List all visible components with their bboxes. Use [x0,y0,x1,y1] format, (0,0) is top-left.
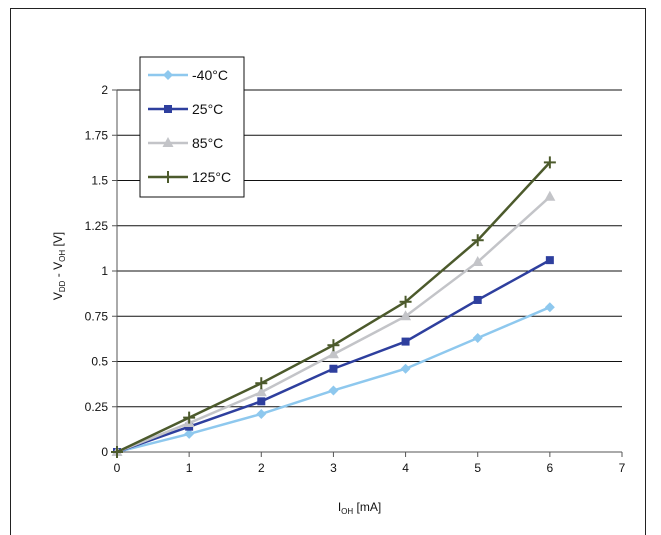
y-tick-label: 0 [101,445,108,459]
data-point [329,364,338,373]
x-tick-label: 3 [330,461,337,475]
y-tick-label: 1.75 [85,128,109,142]
series-line-2 [116,195,551,454]
x-tick-label: 6 [547,461,554,475]
legend-label: -40°C [192,67,228,83]
x-tick-label: 0 [114,461,121,475]
legend-marker [162,137,174,147]
data-point [184,428,195,439]
x-tick-label: 2 [258,461,265,475]
y-tick-label: 1 [101,264,108,278]
legend-label: 85°C [192,135,223,151]
legend-label: 125°C [192,169,231,185]
y-tick-label: 0.75 [85,309,109,323]
data-point [472,255,484,266]
data-point [544,190,556,201]
data-point [257,397,266,406]
y-tick-label: 1.5 [91,174,108,188]
data-point [111,446,123,458]
data-point [255,377,268,390]
x-tick-label: 5 [474,461,481,475]
data-point [400,363,411,374]
y-tick-label: 0.5 [91,355,108,369]
data-point [400,310,412,321]
legend-label: 25°C [192,101,223,117]
data-point [327,348,339,359]
series-line-3 [116,161,551,454]
data-point [256,408,267,419]
x-axis-label: IOH [mA] [338,500,381,516]
legend-box [139,56,245,198]
data-point [255,386,267,397]
x-tick-label: 1 [186,461,193,475]
data-point [471,234,484,247]
data-point [473,295,482,304]
data-point [545,256,554,265]
y-tick-label: 1.25 [85,219,109,233]
x-tick-label: 4 [402,461,409,475]
data-point [401,337,410,346]
y-axis-label: VDD - VOH [V] [51,232,67,300]
data-point [399,295,412,308]
data-point [328,385,339,396]
legend-marker [164,105,172,113]
y-tick-label: 2 [101,83,108,97]
data-point [183,411,196,424]
data-point [327,339,340,352]
data-point [544,302,555,313]
legend-marker [162,171,174,183]
legend-marker [163,70,173,80]
data-point [472,332,483,343]
data-point [543,156,556,169]
y-tick-label: 0.25 [85,400,109,414]
x-tick-label: 7 [619,461,626,475]
